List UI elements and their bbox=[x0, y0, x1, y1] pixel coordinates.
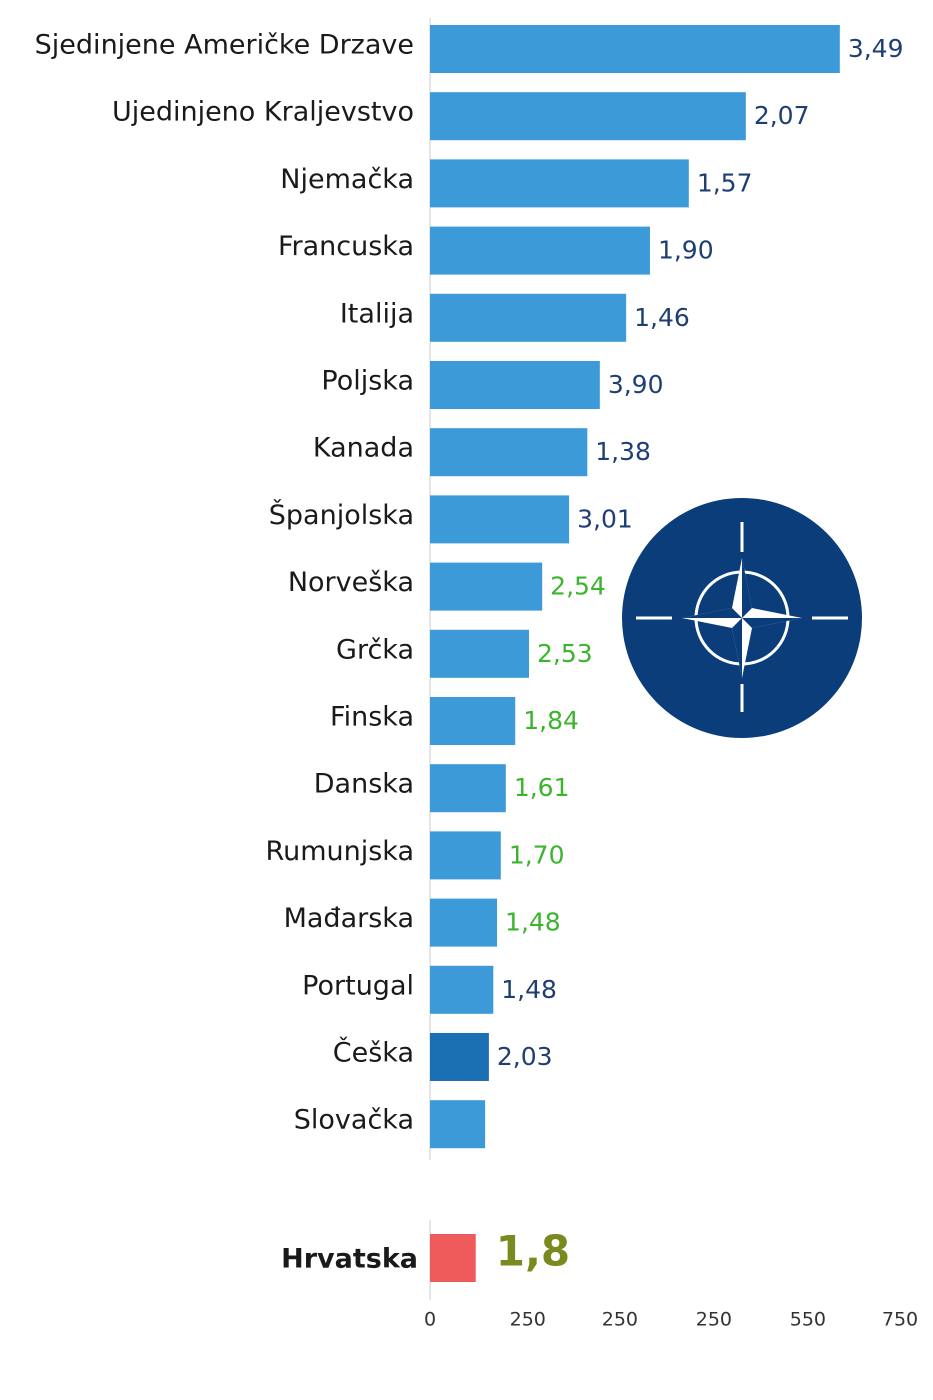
category-label: Italija bbox=[340, 298, 414, 329]
category-label: Norveška bbox=[288, 567, 414, 598]
category-label: Hrvatska bbox=[281, 1244, 418, 1275]
value-label: 1,46 bbox=[634, 303, 690, 332]
category-label: Ujedinjeno Kraljevstvo bbox=[112, 97, 414, 128]
bar bbox=[430, 92, 746, 141]
x-tick-label: 250 bbox=[602, 1309, 638, 1331]
bar bbox=[430, 1033, 489, 1081]
bar bbox=[430, 1234, 476, 1282]
value-label: 1,38 bbox=[595, 437, 651, 466]
category-label: Poljska bbox=[321, 366, 414, 397]
category-label: Španjolska bbox=[269, 499, 414, 531]
bar bbox=[430, 764, 506, 813]
category-label: Francuska bbox=[278, 231, 414, 262]
category-label: Češka bbox=[333, 1037, 414, 1069]
category-label: Grčka bbox=[336, 634, 414, 665]
bar bbox=[430, 831, 501, 880]
bar bbox=[430, 562, 543, 611]
value-label: 1,57 bbox=[697, 168, 753, 197]
x-tick-label: 750 bbox=[882, 1309, 918, 1331]
bar bbox=[430, 629, 530, 678]
bar bbox=[430, 965, 494, 1014]
value-label: 1,48 bbox=[501, 975, 557, 1004]
bar bbox=[430, 898, 498, 947]
category-label: Sjedinjene Američke Drzave bbox=[35, 30, 414, 61]
bar bbox=[430, 428, 588, 477]
x-tick-label: 250 bbox=[510, 1309, 546, 1331]
category-label: Njemačka bbox=[280, 164, 414, 195]
bar bbox=[430, 25, 840, 73]
bar bbox=[430, 226, 650, 275]
value-label: 3,01 bbox=[577, 504, 633, 533]
bar bbox=[430, 697, 516, 745]
category-label: Slovačka bbox=[294, 1105, 414, 1136]
value-label: 1,70 bbox=[509, 840, 565, 869]
bar bbox=[430, 495, 570, 544]
x-tick-label: 0 bbox=[424, 1309, 436, 1331]
category-label: Danska bbox=[314, 769, 414, 800]
nato-logo bbox=[622, 498, 862, 738]
value-label: 1,90 bbox=[658, 236, 714, 265]
value-label: 2,03 bbox=[497, 1042, 553, 1071]
category-label: Rumunjska bbox=[266, 836, 414, 867]
category-label: Portugal bbox=[302, 970, 414, 1001]
value-label: 1,84 bbox=[523, 706, 579, 735]
value-label: 2,54 bbox=[550, 572, 606, 601]
x-tick-label: 550 bbox=[790, 1309, 826, 1331]
bar bbox=[430, 361, 600, 409]
bar bbox=[430, 1100, 486, 1149]
value-label: 3,49 bbox=[848, 34, 904, 63]
x-tick-label: 250 bbox=[696, 1309, 732, 1331]
value-label: 1,48 bbox=[505, 908, 561, 937]
category-label: Kanada bbox=[313, 433, 414, 464]
value-label: 1,61 bbox=[514, 773, 570, 802]
value-label: 2,53 bbox=[537, 639, 593, 668]
value-label: 3,90 bbox=[608, 370, 664, 399]
value-label: 2,07 bbox=[754, 101, 810, 130]
value-label: 1,8 bbox=[496, 1227, 570, 1276]
category-label: Finska bbox=[330, 702, 414, 733]
bar bbox=[430, 293, 627, 342]
category-label: Mađarska bbox=[284, 903, 414, 934]
bar bbox=[430, 159, 689, 208]
